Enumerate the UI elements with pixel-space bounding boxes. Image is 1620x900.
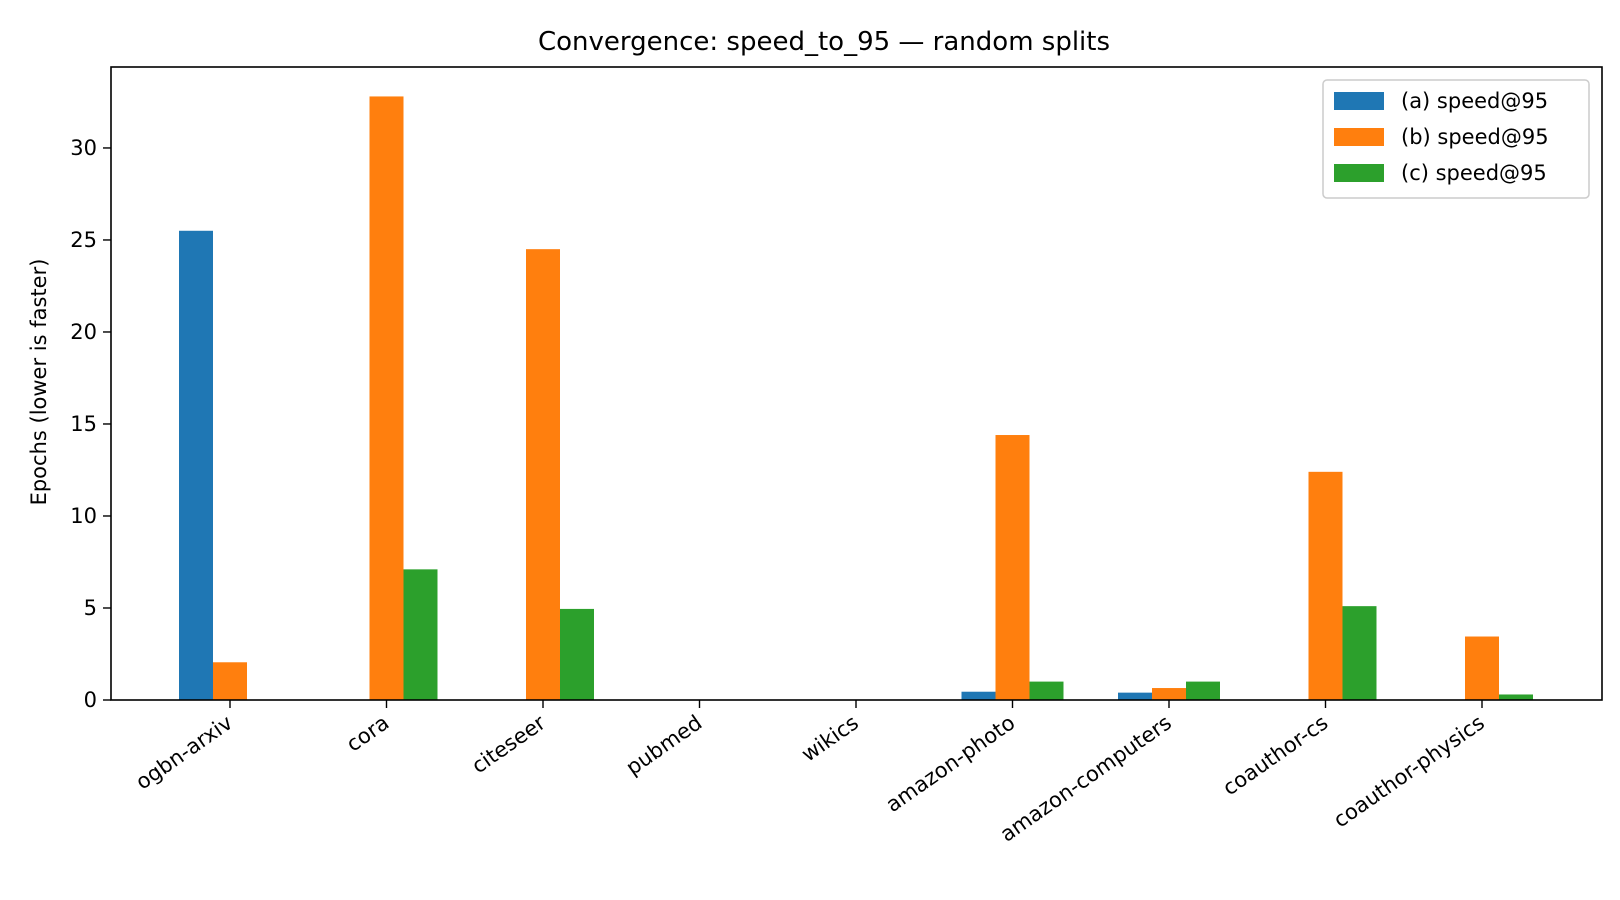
bar-ogbn-arxiv-series-1 [179, 230, 213, 700]
legend-swatch-3 [1334, 164, 1384, 182]
bar-amazon-photo-series-1 [961, 691, 996, 700]
bar-amazon-photo-series-3 [1029, 681, 1064, 700]
x-tick-label: cora [342, 710, 393, 756]
plot-frame [110, 66, 1603, 701]
bar-coauthor-cs-series-2 [1308, 471, 1343, 700]
legend-label-3: (c) speed@95 [1401, 161, 1547, 185]
legend-label-2: (b) speed@95 [1401, 125, 1549, 149]
bar-amazon-computers-series-1 [1118, 692, 1152, 700]
bar-cora-series-2 [369, 96, 404, 700]
y-tick-label: 5 [84, 596, 97, 620]
legend: (a) speed@95 (b) speed@95 (c) speed@95 [1322, 79, 1590, 199]
y-axis-ticks: 0 5 10 15 20 25 30 [70, 136, 111, 712]
x-axis-ticks: ogbn-arxiv cora citeseer pubmed wikics amazon… [131, 700, 1489, 847]
y-tick-label: 20 [70, 320, 97, 344]
y-axis-label: Epochs (lower is faster) [27, 259, 51, 506]
bar-amazon-photo-series-2 [995, 435, 1030, 700]
bar-citeseer-series-3 [560, 608, 594, 700]
bar-ogbn-arxiv-series-2 [213, 662, 247, 700]
y-tick-label: 10 [70, 504, 97, 528]
bar-amazon-computers-series-2 [1152, 688, 1186, 700]
bar-citeseer-series-2 [526, 249, 560, 700]
y-tick-label: 15 [70, 412, 97, 436]
x-tick-label: coauthor-cs [1218, 710, 1332, 800]
x-tick-label: coauthor-physics [1329, 710, 1489, 832]
legend-swatch-2 [1334, 128, 1384, 146]
x-tick-label: pubmed [622, 710, 707, 779]
y-tick-label: 25 [70, 228, 97, 252]
x-tick-label: wikics [797, 710, 863, 766]
x-tick-label: citeseer [467, 710, 550, 778]
legend-label-1: (a) speed@95 [1401, 89, 1548, 113]
bar-coauthor-cs-series-3 [1342, 606, 1377, 700]
y-tick-label: 0 [84, 688, 97, 712]
x-tick-label: amazon-photo [881, 710, 1019, 817]
legend-swatch-1 [1334, 92, 1384, 110]
x-tick-label: ogbn-arxiv [131, 710, 237, 794]
bars-layer [179, 96, 1533, 700]
y-tick-label: 30 [70, 136, 97, 160]
bar-coauthor-physics-series-3 [1499, 694, 1533, 700]
bar-cora-series-3 [403, 569, 438, 700]
chart-title: Convergence: speed_to_95 — random splits [538, 27, 1110, 57]
legend-box [1322, 79, 1590, 199]
bar-amazon-computers-series-3 [1186, 681, 1220, 700]
x-tick-label: amazon-computers [996, 710, 1176, 846]
bar-coauthor-physics-series-2 [1465, 636, 1499, 700]
